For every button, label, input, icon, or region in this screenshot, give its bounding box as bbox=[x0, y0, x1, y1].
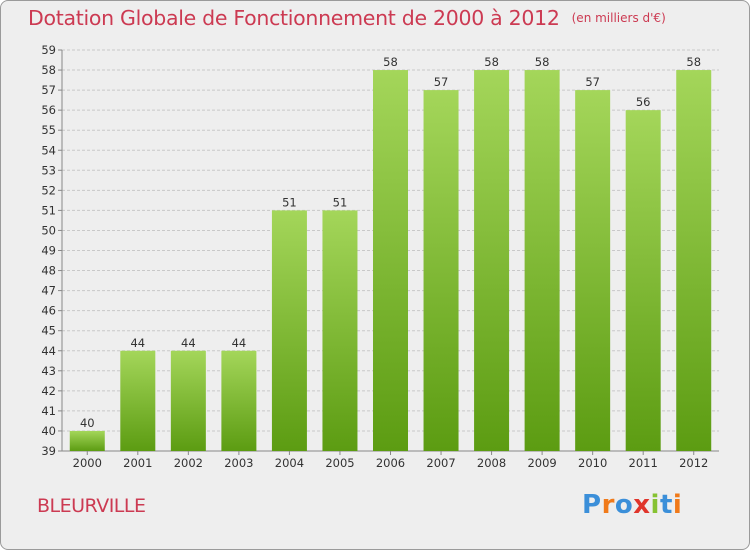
y-tick-label: 49 bbox=[41, 244, 56, 258]
unit-note: (en milliers d'€) bbox=[571, 11, 666, 25]
y-tick-label: 46 bbox=[41, 304, 56, 318]
logo-letter: r bbox=[601, 490, 615, 520]
x-tick-label: 2006 bbox=[376, 456, 405, 470]
y-tick-label: 42 bbox=[41, 384, 56, 398]
bar-2006 bbox=[373, 70, 408, 452]
bars bbox=[69, 70, 712, 452]
value-label-2008: 58 bbox=[484, 55, 499, 69]
bar-2010 bbox=[575, 90, 611, 451]
logo-letter: t bbox=[659, 490, 673, 520]
y-tick-label: 40 bbox=[41, 424, 56, 438]
y-tick-label: 59 bbox=[41, 43, 56, 57]
y-tick-label: 52 bbox=[41, 183, 56, 197]
logo-letter: P bbox=[582, 490, 602, 520]
y-tick-label: 57 bbox=[41, 83, 56, 97]
bar-2001 bbox=[120, 350, 156, 451]
y-tick-label: 50 bbox=[41, 223, 56, 237]
bar-2007 bbox=[423, 90, 459, 451]
y-tick-label: 47 bbox=[41, 284, 56, 298]
bar-2000 bbox=[69, 430, 105, 451]
title-text: Dotation Globale de Fonctionnement de 20… bbox=[28, 6, 560, 30]
value-label-2003: 44 bbox=[232, 336, 247, 350]
bar-2008 bbox=[474, 70, 510, 452]
x-tick-label: 2008 bbox=[477, 456, 506, 470]
x-tick-label: 2007 bbox=[426, 456, 455, 470]
y-tick-label: 48 bbox=[41, 264, 56, 278]
y-tick-label: 41 bbox=[41, 404, 56, 418]
bar-2011 bbox=[625, 110, 661, 452]
x-tick-label: 2004 bbox=[275, 456, 304, 470]
logo-letter: o bbox=[614, 490, 634, 520]
y-tick-label: 44 bbox=[41, 344, 56, 358]
x-tick-label: 2011 bbox=[629, 456, 658, 470]
value-label-2005: 51 bbox=[333, 195, 348, 209]
value-label-2002: 44 bbox=[181, 336, 196, 350]
bar-2009 bbox=[524, 70, 560, 452]
bar-2002 bbox=[170, 350, 206, 451]
axes: 39 40 41 42 43 44 45 46 47 48 49 50 51 52 53 54 55 56 57 58… bbox=[41, 43, 719, 458]
x-tick-label: 2001 bbox=[123, 456, 152, 470]
bar-2003 bbox=[221, 350, 257, 451]
commune-name: BLEURVILLE bbox=[37, 495, 146, 517]
labels: 40 2000 44 2001 44 2002 44 2003 51 2004 51 2005 58 20… bbox=[73, 55, 709, 470]
y-tick-label: 45 bbox=[41, 324, 56, 338]
y-tick-label: 58 bbox=[41, 63, 56, 77]
logo-letter: i bbox=[672, 490, 683, 520]
bar-2012 bbox=[676, 70, 712, 452]
logo-letter: i bbox=[650, 490, 660, 520]
y-tick-label: 51 bbox=[41, 203, 56, 217]
proxiti-logo: Proxiti bbox=[582, 490, 682, 520]
value-label-2001: 44 bbox=[130, 336, 145, 350]
value-label-2006: 58 bbox=[383, 55, 398, 69]
x-tick-label: 2000 bbox=[73, 456, 102, 470]
value-label-2012: 58 bbox=[686, 55, 701, 69]
bar-2005 bbox=[322, 210, 358, 451]
y-tick-label: 43 bbox=[41, 364, 56, 378]
value-label-2004: 51 bbox=[282, 195, 297, 209]
bar-2004 bbox=[271, 210, 307, 451]
y-tick-label: 39 bbox=[41, 444, 56, 458]
x-tick-label: 2010 bbox=[578, 456, 607, 470]
value-label-2011: 56 bbox=[636, 95, 651, 109]
chart-title: Dotation Globale de Fonctionnement de 20… bbox=[28, 6, 666, 30]
value-label-2000: 40 bbox=[80, 416, 95, 430]
y-tick-label: 53 bbox=[41, 163, 56, 177]
x-tick-label: 2009 bbox=[527, 456, 556, 470]
x-tick-label: 2012 bbox=[679, 456, 708, 470]
x-tick-label: 2005 bbox=[325, 456, 354, 470]
y-tick-label: 55 bbox=[41, 123, 56, 137]
value-label-2010: 57 bbox=[585, 75, 600, 89]
y-tick-label: 56 bbox=[41, 103, 56, 117]
value-label-2009: 58 bbox=[535, 55, 550, 69]
value-label-2007: 57 bbox=[434, 75, 449, 89]
x-tick-label: 2003 bbox=[224, 456, 253, 470]
x-tick-label: 2002 bbox=[174, 456, 203, 470]
logo-letter: x bbox=[633, 490, 651, 520]
y-tick-label: 54 bbox=[41, 143, 56, 157]
